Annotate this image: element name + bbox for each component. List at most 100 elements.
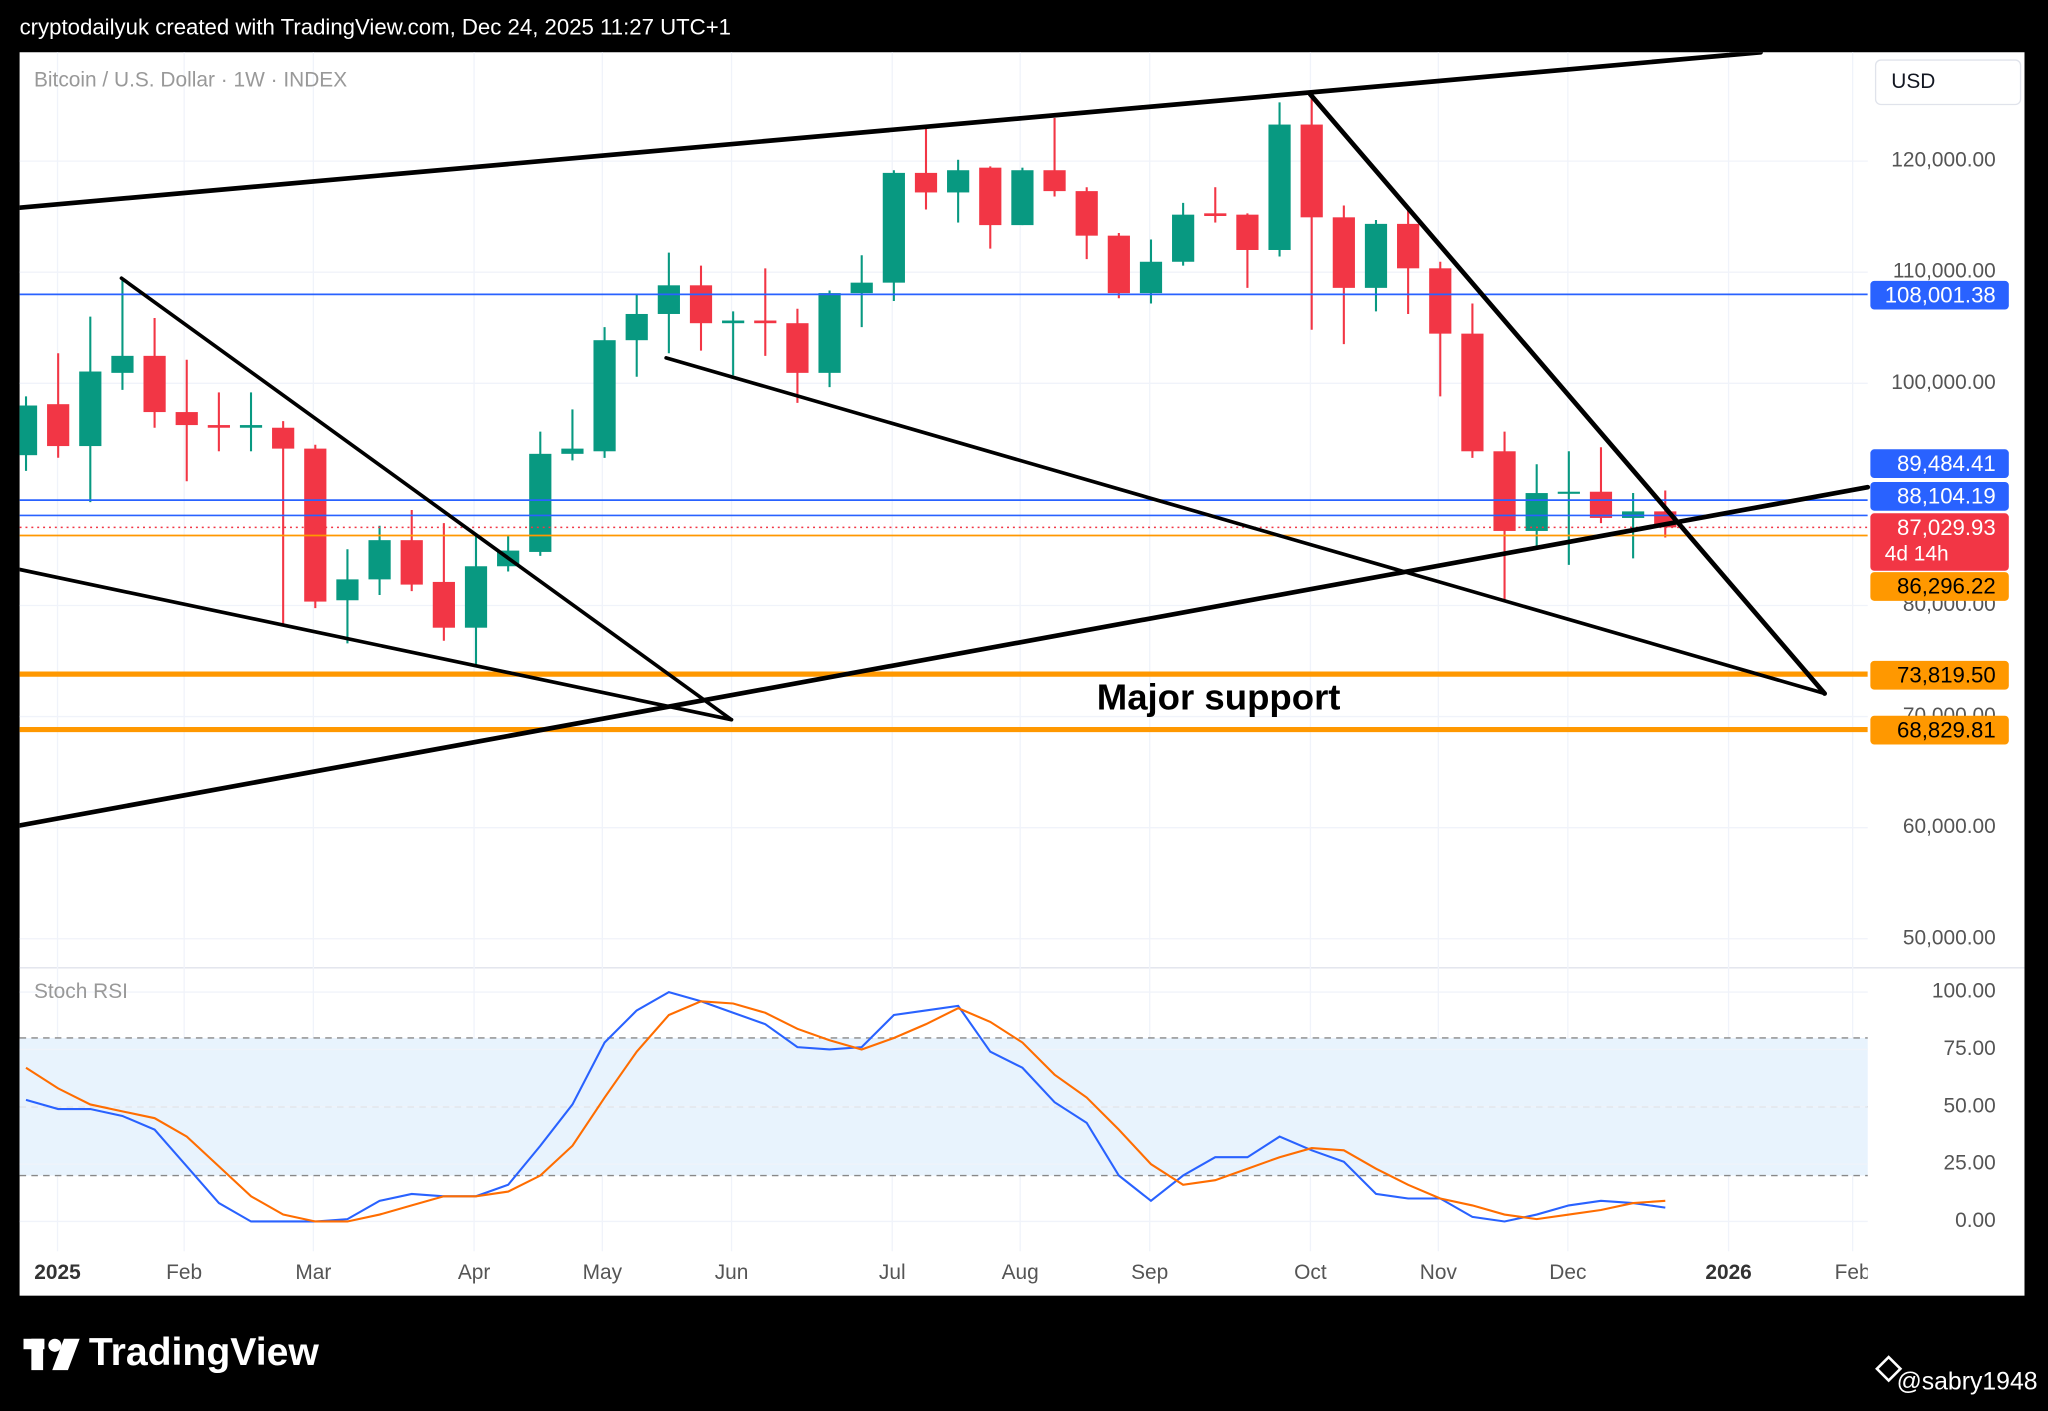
x-tick-label: Mar bbox=[295, 1261, 331, 1284]
price-badge-label: 86,296.22 bbox=[1897, 574, 1996, 599]
candle-body bbox=[1589, 491, 1613, 518]
candle-body bbox=[1429, 268, 1452, 334]
candle-body bbox=[1107, 235, 1130, 294]
candle-body bbox=[1236, 214, 1259, 250]
candle-body bbox=[1204, 213, 1227, 216]
candle-body bbox=[529, 453, 552, 552]
trendline bbox=[119, 276, 734, 722]
y-tick-label: 100,000.00 bbox=[1891, 371, 1995, 394]
candle-body bbox=[1011, 170, 1034, 226]
price-badge bbox=[1870, 513, 2009, 571]
price-badge-label: 87,029.93 bbox=[1897, 515, 1996, 540]
chart-title: Bitcoin / U.S. Dollar · 1W · INDEX bbox=[34, 68, 347, 91]
candle-body bbox=[1397, 223, 1420, 269]
candle-body bbox=[47, 404, 70, 447]
candle-body bbox=[1557, 491, 1580, 494]
candle-body bbox=[111, 355, 134, 373]
y-tick-label: 60,000.00 bbox=[1903, 815, 1996, 838]
candle-body bbox=[1172, 214, 1195, 262]
stoch-pane bbox=[19, 991, 1868, 1223]
x-tick-label: Feb bbox=[166, 1261, 202, 1284]
candle-body bbox=[1043, 170, 1066, 192]
price-badge bbox=[1870, 660, 2009, 690]
x-tick-label: Nov bbox=[1420, 1261, 1458, 1284]
candle-body bbox=[1139, 261, 1163, 294]
y-tick-label: 110,000.00 bbox=[1893, 260, 1996, 283]
candle-body bbox=[786, 323, 809, 373]
logo-part bbox=[48, 1338, 62, 1352]
candle-body bbox=[19, 405, 38, 456]
candle-body bbox=[1268, 124, 1291, 250]
currency[interactable]: USD bbox=[1891, 70, 1935, 93]
candle-body bbox=[689, 285, 713, 324]
y-tick-label: 120,000.00 bbox=[1891, 149, 1995, 172]
logo-part bbox=[31, 1338, 44, 1371]
watermark: @sabry1948 bbox=[1897, 1369, 2038, 1396]
price-badge-label: 68,829.81 bbox=[1897, 717, 1996, 742]
trendline bbox=[1307, 91, 1828, 696]
price-badge-label: 88,104.19 bbox=[1897, 483, 1996, 508]
trendline bbox=[19, 52, 1764, 211]
header-text: cryptodailyuk created with TradingView.c… bbox=[20, 15, 731, 40]
x-tick-label: Oct bbox=[1294, 1261, 1327, 1284]
brand-name: TradingView bbox=[89, 1331, 320, 1374]
x-axis: 2025 Feb Mar Apr May Jun Jul Aug Sep Oct Nov Dec 202… bbox=[34, 1261, 1867, 1284]
stoch-line bbox=[25, 991, 1666, 1223]
x-tick-label: Apr bbox=[458, 1261, 491, 1284]
candle-body bbox=[432, 581, 455, 628]
candle-body bbox=[850, 282, 873, 294]
price-badge bbox=[1870, 572, 2009, 601]
x-tick-label: Dec bbox=[1549, 1261, 1586, 1284]
price-badge-label: 89,484.41 bbox=[1897, 451, 1996, 476]
price-badge bbox=[1870, 449, 2009, 479]
trendlines bbox=[19, 52, 1871, 828]
x-tick-label: Aug bbox=[1002, 1261, 1039, 1284]
brand-logo bbox=[23, 1338, 80, 1371]
candle-body bbox=[979, 167, 1002, 226]
candle-body bbox=[1075, 191, 1098, 236]
candle-body bbox=[818, 293, 841, 373]
candle-body bbox=[464, 566, 488, 628]
candle-body bbox=[239, 425, 263, 428]
axes: 2025 Feb Mar Apr May Jun Jul Aug Sep Oct Nov Dec 202… bbox=[34, 149, 2009, 1284]
countdown: 4d 14h bbox=[1885, 543, 1949, 566]
candle-body bbox=[143, 355, 166, 413]
candle-body bbox=[754, 320, 777, 324]
candle-body bbox=[79, 371, 102, 447]
candle-body bbox=[1525, 493, 1548, 531]
candle-body bbox=[1364, 223, 1388, 288]
candle-body bbox=[914, 172, 938, 193]
candle-body bbox=[1461, 333, 1484, 452]
candle-body bbox=[1332, 217, 1355, 288]
stoch-line bbox=[25, 1000, 1666, 1223]
price-badge bbox=[1870, 481, 2009, 511]
x-tick-label: 2026 bbox=[1705, 1261, 1751, 1284]
candle-body bbox=[561, 448, 584, 454]
candle-body bbox=[175, 412, 198, 426]
y-tick-label: 0.00 bbox=[1955, 1209, 1996, 1232]
candle-body bbox=[722, 320, 745, 324]
candle-body bbox=[400, 540, 423, 585]
candle-body bbox=[304, 448, 327, 602]
price-badge bbox=[1870, 280, 2009, 310]
trendline bbox=[664, 356, 1827, 696]
x-tick-label: 2025 bbox=[34, 1261, 81, 1284]
price-badge-label: 108,001.38 bbox=[1885, 282, 1996, 307]
candle-body bbox=[336, 579, 359, 601]
price-pane bbox=[19, 94, 1868, 733]
candle-body bbox=[657, 285, 680, 314]
x-tick-label: Sep bbox=[1131, 1261, 1168, 1284]
candle-body bbox=[625, 313, 648, 341]
x-tick-label: Jun bbox=[715, 1261, 749, 1284]
x-tick-label: Jul bbox=[879, 1261, 906, 1284]
candle-body bbox=[368, 540, 391, 580]
y-tick-label: 25.00 bbox=[1944, 1152, 1996, 1175]
currency-box[interactable] bbox=[1874, 59, 2022, 106]
y-tick-label: 50,000.00 bbox=[1903, 926, 1996, 949]
price-badge bbox=[1870, 715, 2009, 745]
x-tick-label: May bbox=[583, 1261, 623, 1284]
candle-body bbox=[1493, 451, 1516, 531]
trendline bbox=[19, 567, 734, 722]
